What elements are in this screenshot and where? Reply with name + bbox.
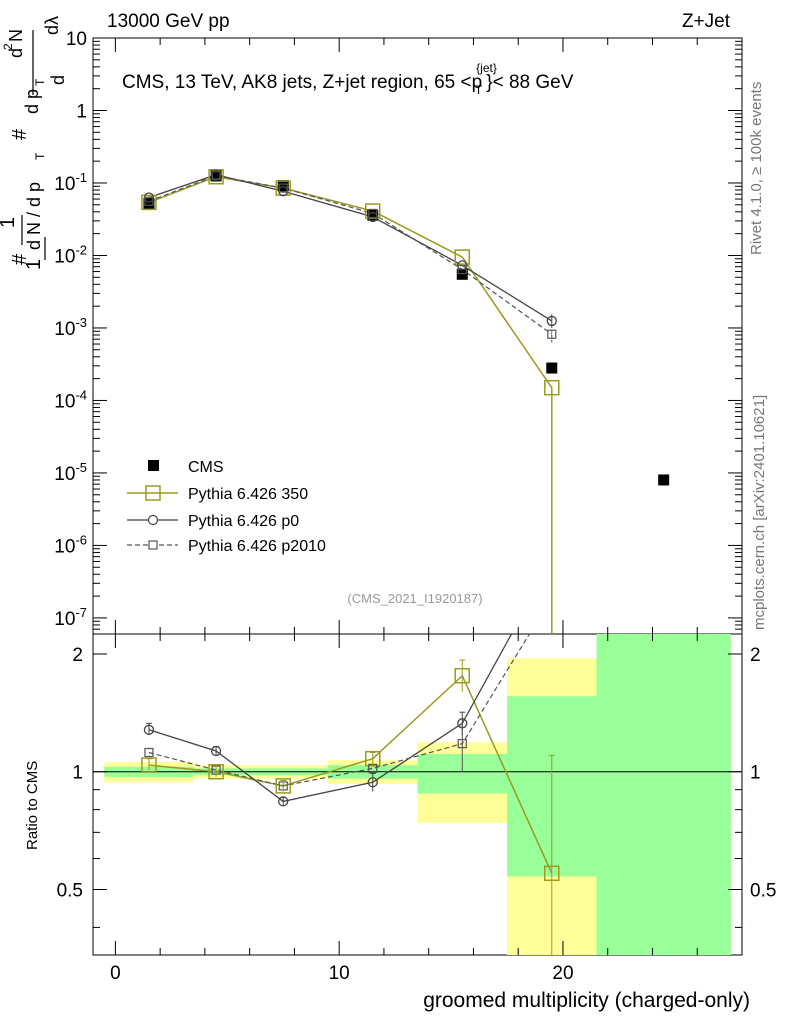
main-marker-p2010 — [457, 264, 467, 275]
ratio-ytick-label: 2 — [72, 645, 83, 666]
ratio-y-label: Ratio to CMS — [24, 761, 41, 850]
legend-cms-label: CMS — [188, 459, 224, 476]
ratio-xtick-label: 10 — [329, 963, 350, 984]
main-marker-350 — [364, 203, 381, 219]
main-line-p2010 — [148, 175, 553, 335]
cms-point — [277, 180, 289, 192]
ratio-line-p2010 — [148, 633, 530, 787]
svg-text:d: d — [48, 75, 68, 85]
legend-p2010-label: Pythia 6.426 p2010 — [188, 538, 326, 555]
main-y-label-text: # 1 d N / d p T # d p T d dλ d 2 N — [0, 16, 68, 265]
data-points — [141, 168, 670, 955]
svg-text:d: d — [6, 48, 26, 58]
ratio-marker-350 — [141, 757, 157, 773]
ratio-marker-p2010 — [144, 747, 154, 758]
ratio-marker-p0 — [278, 796, 289, 807]
svg-text:N: N — [6, 29, 26, 42]
main-ytick-label: 10-3 — [54, 315, 87, 340]
svg-text:T: T — [33, 152, 47, 160]
header-left: 13000 GeV pp — [107, 11, 230, 32]
ratio-ytick-label: 0.5 — [57, 880, 83, 901]
uncertainty-bands — [104, 634, 731, 955]
main-marker-p2010 — [144, 196, 154, 206]
svg-text:T: T — [33, 78, 47, 86]
mcplots-label: mcplots.cern.ch [arXiv:2401.10621] — [751, 395, 768, 630]
x-axis-label: groomed multiplicity (charged-only) — [423, 989, 750, 1012]
svg-text:1: 1 — [0, 217, 19, 228]
main-marker-350 — [544, 379, 560, 396]
ratio-line-p0 — [148, 633, 513, 803]
legend-p0-label: Pythia 6.426 p0 — [188, 513, 299, 530]
main-line-p0 — [148, 174, 553, 322]
svg-text:d N / d p: d N / d p — [24, 182, 44, 250]
legend-p0-marker — [147, 514, 159, 526]
main-ytick-label: 10-7 — [54, 605, 87, 630]
main-marker-350 — [454, 249, 471, 265]
rivet-label: Rivet 4.1.0, ≥ 100k events — [748, 82, 765, 255]
plot-title-tail: }< 88 GeV — [486, 72, 573, 93]
ratio-xtick-label: 20 — [552, 963, 573, 984]
main-y-label-frac1: 1 — [23, 259, 45, 270]
ratio-ytick-label-right: 0.5 — [750, 880, 776, 901]
main-marker-350 — [141, 194, 157, 211]
main-line-350 — [148, 175, 553, 634]
cms-point — [210, 170, 222, 182]
svg-text:2: 2 — [1, 43, 15, 50]
plot-title-sub: T — [475, 83, 483, 97]
cms-point — [143, 198, 155, 210]
main-ytick-label: 10-1 — [54, 170, 87, 195]
cms-point — [367, 209, 379, 221]
ratio-marker-350 — [275, 778, 291, 794]
cms-point — [456, 268, 468, 280]
ratio-line-350 — [148, 674, 553, 874]
plot-title: CMS, 13 TeV, AK8 jets, Z+jet region, 65 … — [122, 61, 574, 97]
legend-cms-marker — [148, 460, 159, 471]
legend-p2010-marker — [148, 540, 158, 550]
ratio-ytick-label: 1 — [72, 763, 83, 784]
analysis-id: (CMS_2021_I1920187) — [347, 591, 482, 606]
main-ytick-label: 10-2 — [54, 242, 87, 267]
main-marker-p2010 — [211, 171, 221, 181]
ratio-panel-frame — [92, 633, 743, 956]
plot-title-main: CMS, 13 TeV, AK8 jets, Z+jet region, 65 … — [122, 72, 482, 93]
main-ytick-label: 1 — [76, 101, 87, 122]
svg-text:#: # — [9, 253, 31, 265]
ratio-ytick-label-right: 1 — [750, 763, 761, 784]
svg-text:dλ: dλ — [42, 16, 62, 35]
ratio-xtick-label: 0 — [110, 963, 121, 984]
legend-p350-marker — [145, 485, 161, 501]
cms-point — [658, 474, 670, 486]
header-right: Z+Jet — [682, 11, 731, 32]
main-ytick-label: 10-5 — [54, 460, 87, 485]
main-ytick-label: 10 — [66, 29, 87, 50]
plot-title-sup: {jet} — [476, 61, 497, 75]
main-marker-p2010 — [368, 208, 378, 219]
main-ytick-label: 10-4 — [54, 387, 87, 412]
legend: CMS Pythia 6.426 350 Pythia 6.426 p0 Pyt… — [127, 459, 326, 555]
legend-p350-label: Pythia 6.426 350 — [188, 486, 308, 503]
band-green-5 — [596, 634, 731, 955]
main-marker-p2010 — [278, 183, 288, 193]
svg-text:#: # — [9, 128, 31, 140]
cms-point — [546, 362, 558, 374]
main-ytick-label: 10-6 — [54, 532, 87, 557]
main-y-label: 1 — [23, 237, 46, 270]
svg-text:d p: d p — [22, 89, 42, 114]
ratio-ytick-label-right: 2 — [750, 645, 761, 666]
axis-ticks: 10 1 10-1 10-2 10-3 10-4 10-5 10-6 10-7 0 10 20 0.5 0… — [54, 29, 776, 984]
